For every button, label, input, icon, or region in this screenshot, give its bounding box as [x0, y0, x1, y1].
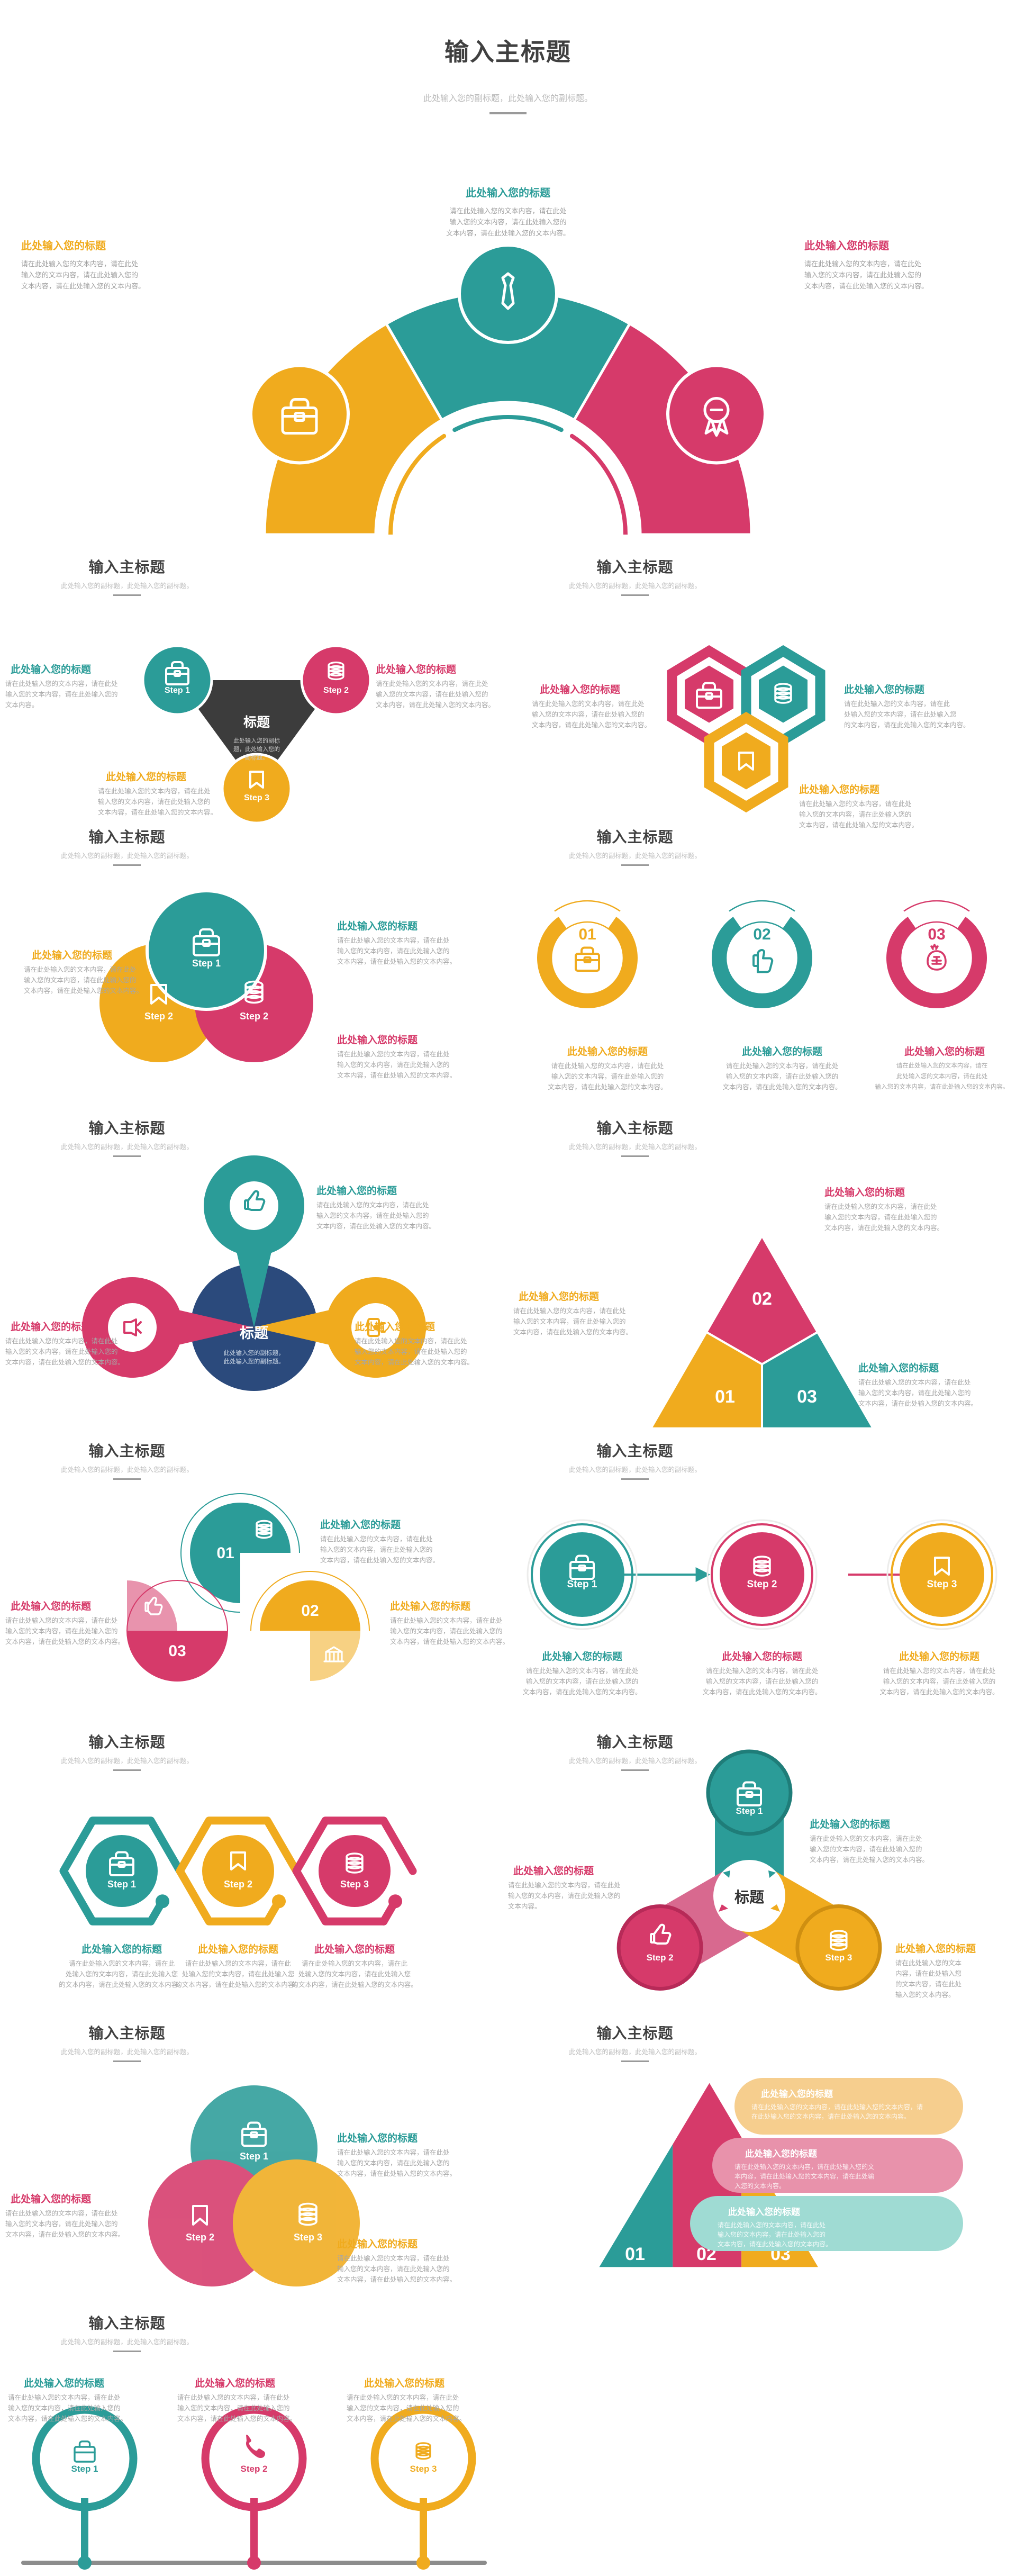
svg-text:02: 02: [753, 926, 770, 943]
svg-text:Step 2: Step 2: [224, 1879, 252, 1890]
svg-text:Step 3: Step 3: [410, 2464, 437, 2474]
svg-text:Step 1: Step 1: [240, 2151, 268, 2162]
svg-text:Step 3: Step 3: [294, 2232, 322, 2243]
svg-text:Step 2: Step 2: [240, 1011, 268, 1022]
svg-text:Step 1: Step 1: [107, 1879, 136, 1890]
svg-text:Step 1: Step 1: [567, 1579, 597, 1590]
svg-text:03: 03: [928, 926, 945, 943]
svg-text:副标题。: 副标题。: [245, 754, 268, 761]
svg-text:Step 2: Step 2: [647, 1953, 674, 1963]
svg-text:Step 3: Step 3: [340, 1879, 369, 1890]
svg-text:Step 2: Step 2: [144, 1011, 173, 1022]
svg-text:Step 2: Step 2: [240, 2464, 267, 2474]
svg-text:02: 02: [301, 1602, 319, 1620]
svg-text:此处输入您的副标题。: 此处输入您的副标题。: [224, 1358, 285, 1365]
svg-text:标题: 标题: [243, 715, 270, 730]
svg-text:Step 1: Step 1: [165, 686, 190, 695]
svg-text:Step 1: Step 1: [71, 2464, 98, 2474]
svg-text:01: 01: [625, 2244, 645, 2264]
svg-text:Step 2: Step 2: [323, 686, 349, 695]
svg-text:03: 03: [797, 1387, 817, 1407]
svg-text:Step 1: Step 1: [736, 1806, 763, 1816]
svg-text:此处输入您的副标题，: 此处输入您的副标题，: [224, 1349, 285, 1357]
svg-text:Step 2: Step 2: [747, 1579, 777, 1590]
svg-text:标题: 标题: [240, 1325, 268, 1341]
svg-text:此处输入您的副标: 此处输入您的副标: [233, 737, 280, 744]
svg-text:Step 3: Step 3: [825, 1953, 852, 1963]
svg-text:01: 01: [578, 926, 596, 943]
svg-text:Step 1: Step 1: [192, 958, 221, 969]
svg-text:题，此处输入您的: 题，此处输入您的: [233, 745, 280, 753]
svg-text:Step 2: Step 2: [186, 2232, 214, 2243]
svg-text:标题: 标题: [734, 1889, 764, 1905]
svg-text:Step 3: Step 3: [927, 1579, 957, 1590]
svg-text:02: 02: [752, 1289, 772, 1309]
svg-text:03: 03: [168, 1642, 186, 1660]
svg-text:01: 01: [216, 1544, 234, 1562]
svg-text:01: 01: [715, 1387, 735, 1407]
